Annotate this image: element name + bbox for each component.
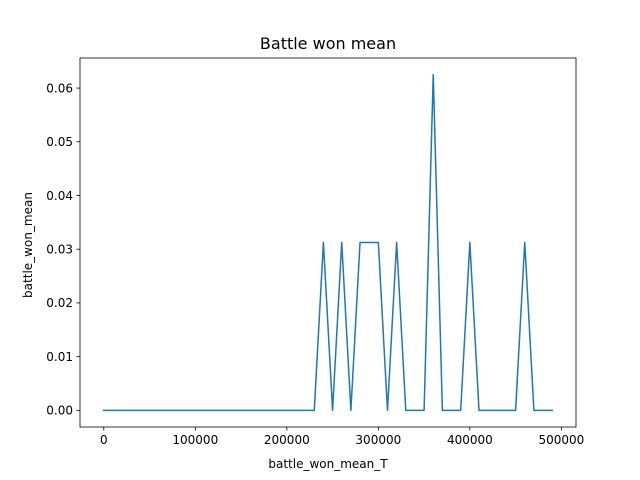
y-tick-label: 0.06 — [46, 81, 73, 95]
x-axis-title: battle_won_mean_T — [268, 457, 388, 471]
chart-title: Battle won mean — [260, 34, 396, 53]
x-tick-label: 100000 — [172, 433, 218, 447]
y-tick-label: 0.03 — [46, 243, 73, 257]
y-tick-label: 0.04 — [46, 189, 73, 203]
axes-layer: 0 100000 200000 300000 400000 500000 0.00 0.01 0… — [46, 57, 584, 447]
series-layer — [103, 73, 553, 412]
x-tick-label: 0 — [100, 433, 108, 447]
x-tick-label: 300000 — [355, 433, 401, 447]
y-tick-label: 0.02 — [46, 296, 73, 310]
x-tick-label: 500000 — [538, 433, 584, 447]
y-tick-label: 0.00 — [46, 404, 73, 418]
y-tick-label: 0.01 — [46, 350, 73, 364]
y-axis-title: battle_won_mean — [21, 192, 35, 298]
x-tick-label: 200000 — [264, 433, 310, 447]
x-tick-label: 400000 — [447, 433, 493, 447]
y-tick-label: 0.05 — [46, 135, 73, 149]
series-line-0 — [103, 73, 553, 412]
axes-frame — [79, 57, 577, 428]
